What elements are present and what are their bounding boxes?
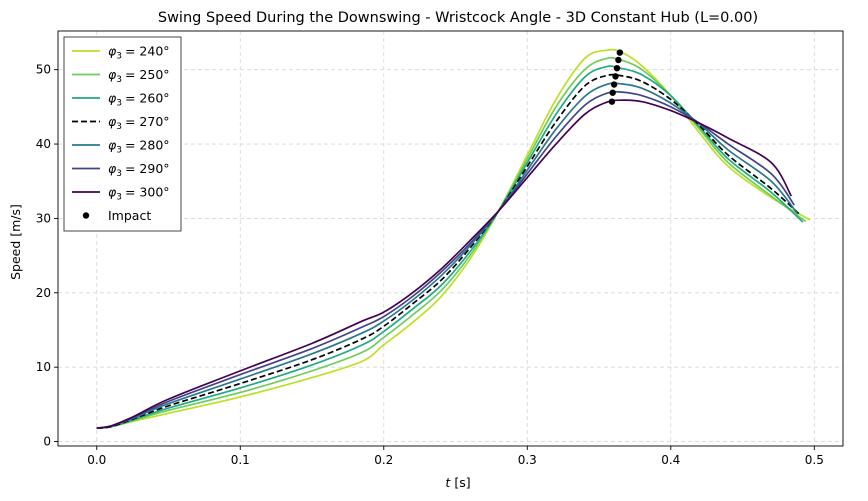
series-line-5 (96, 90, 795, 429)
legend-value: = 260° (125, 91, 170, 106)
y-tick-label: 40 (36, 137, 51, 151)
x-tick-label: 0.5 (805, 453, 824, 467)
legend-value: = 270° (125, 114, 170, 129)
y-axis-label: Speed [m/s] (8, 204, 23, 280)
impact-point-6 (608, 98, 616, 105)
plot-frame (57, 30, 844, 447)
y-tick-label: 0 (43, 435, 51, 449)
x-tick-label: 0.4 (661, 453, 680, 467)
y-tick-label: 30 (36, 211, 51, 225)
impact-point-0 (616, 49, 624, 56)
legend-sub: 3 (116, 52, 122, 62)
legend-label-0: φ3 = 240° (108, 44, 170, 62)
impact-point-1 (615, 56, 622, 64)
y-tick-label: 10 (36, 360, 51, 374)
legend-impact-label: Impact (108, 208, 151, 223)
series-line-6 (96, 99, 793, 429)
series-line-1 (96, 56, 807, 429)
y-tick-label: 20 (36, 286, 51, 300)
legend-value: = 280° (125, 138, 170, 153)
legend-sub: 3 (116, 193, 122, 203)
x-tick-label: 0.3 (518, 453, 537, 467)
legend-var: φ (108, 161, 117, 176)
chart-title: Swing Speed During the Downswing - Wrist… (158, 10, 758, 26)
x-axis-label-var: t (445, 475, 451, 490)
y-tick-label: 50 (36, 63, 51, 77)
legend-value: = 240° (125, 44, 170, 59)
legend-value: = 290° (125, 161, 170, 176)
legend-value: = 250° (125, 67, 170, 82)
impact-point-2 (613, 64, 621, 72)
legend-label-4: φ3 = 280° (108, 138, 170, 156)
legend-sub: 3 (116, 169, 122, 179)
legend-box (63, 36, 182, 232)
legend: φ3 = 240°φ3 = 250°φ3 = 260°φ3 = 270°φ3 = 280°… (63, 36, 182, 232)
legend-label-2: φ3 = 260° (108, 91, 170, 109)
x-axis-ticks: 0.0 0.1 0.2 0.3 0.4 0.5 (87, 446, 824, 467)
legend-label-3: φ3 = 270° (108, 114, 170, 132)
legend-var: φ (108, 91, 117, 106)
impact-point-5 (609, 89, 616, 96)
impact-point-4 (610, 81, 618, 88)
legend-label-6: φ3 = 300° (108, 185, 170, 203)
legend-sub: 3 (116, 146, 122, 156)
legend-label-1: φ3 = 250° (108, 67, 170, 85)
legend-sub: 3 (116, 75, 122, 85)
legend-var: φ (108, 114, 117, 129)
legend-var: φ (108, 67, 117, 82)
legend-var: φ (108, 44, 117, 59)
x-tick-label: 0.1 (231, 453, 250, 467)
x-tick-label: 0.0 (87, 453, 106, 467)
legend-var: φ (108, 185, 117, 200)
legend-value: = 300° (125, 185, 170, 200)
impact-point-3 (612, 73, 619, 80)
series-line-4 (96, 82, 798, 429)
impact-layer (608, 49, 624, 105)
x-axis-label: t [s] (445, 475, 470, 490)
series-line-2 (96, 65, 804, 429)
legend-sub: 3 (116, 122, 122, 132)
legend-var: φ (108, 138, 117, 153)
legend-label-5: φ3 = 290° (108, 161, 170, 179)
y-axis-ticks: 0 10 20 30 40 50 (36, 63, 58, 449)
series-line-0 (96, 48, 811, 429)
x-tick-label: 0.2 (374, 453, 393, 467)
x-axis-label-unit: [s] (454, 475, 470, 490)
series-layer (96, 48, 811, 429)
legend-impact-marker (82, 212, 90, 219)
legend-sub: 3 (116, 99, 122, 109)
